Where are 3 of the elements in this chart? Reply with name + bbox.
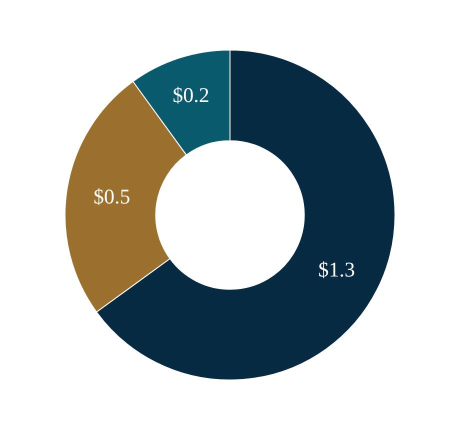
data-label: $0.5 — [93, 184, 130, 208]
data-label: $1.3 — [318, 257, 355, 282]
data-label: $0.2 — [172, 83, 210, 108]
